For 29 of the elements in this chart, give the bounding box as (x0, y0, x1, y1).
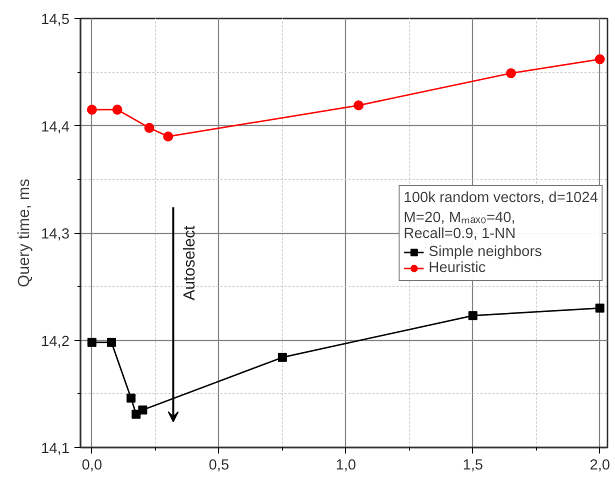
legend-label: Heuristic (428, 260, 486, 276)
point (144, 122, 154, 133)
legend-title: 100k random vectors, d=1024 M=20, Mₘₐₓ₀=40, Recall=0.9, 1-NN (404, 190, 598, 242)
point (594, 54, 605, 64)
point (163, 131, 174, 142)
legend-label: Simple neighbors (428, 244, 542, 260)
point (86, 104, 97, 115)
point (278, 352, 287, 362)
point (354, 100, 364, 110)
point (87, 338, 96, 347)
point (138, 405, 148, 414)
y-tick-label: 14,2 (40, 334, 70, 350)
point (506, 68, 516, 78)
x-tick-label: 0,0 (82, 458, 102, 474)
x-tick-label: 2,0 (590, 458, 610, 474)
point (106, 338, 116, 347)
point (468, 311, 478, 320)
y-tick-label: 14,5 (40, 12, 70, 28)
point (112, 104, 122, 115)
y-axis-title: Query time, ms (16, 178, 33, 288)
x-tick-label: 1,5 (462, 458, 484, 474)
point (595, 304, 604, 313)
x-tick-label: 0,5 (208, 458, 230, 474)
x-tick-label: 1,0 (336, 458, 356, 474)
y-tick-label: 14,1 (40, 441, 70, 457)
y-tick-label: 14,4 (40, 119, 70, 136)
y-tick-label: 14,3 (40, 226, 70, 242)
point (126, 394, 136, 403)
annotation: Autoselect (181, 225, 198, 300)
